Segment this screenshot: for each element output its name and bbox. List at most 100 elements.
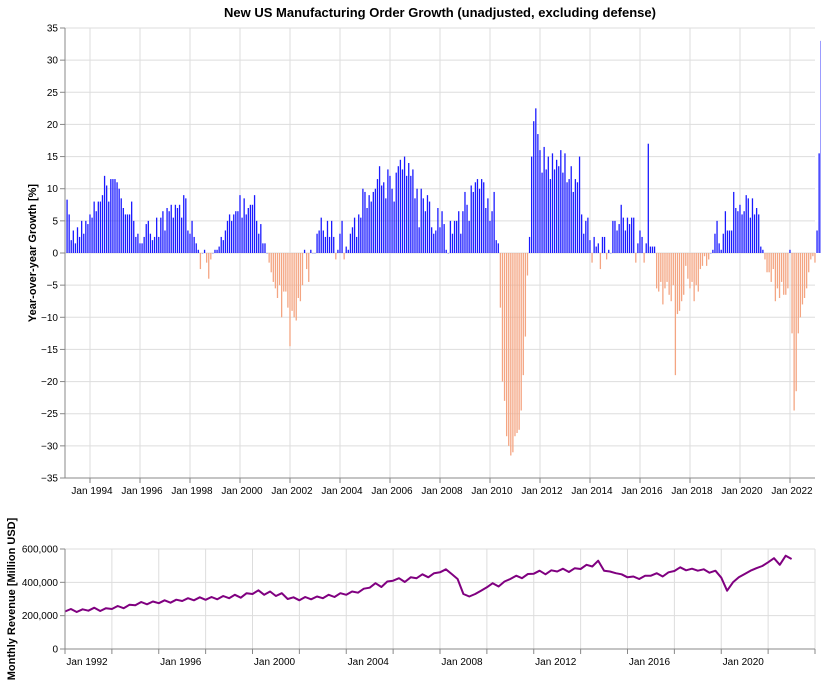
growth-bar	[308, 253, 310, 282]
growth-bar	[655, 253, 658, 289]
growth-bar	[658, 253, 660, 292]
growth-bar	[66, 199, 68, 253]
growth-bar	[512, 253, 514, 453]
growth-bar	[643, 253, 645, 263]
growth-bar	[555, 159, 558, 253]
growth-bar	[739, 204, 741, 253]
growth-bar	[741, 214, 743, 253]
growth-bar	[145, 224, 147, 253]
growth-bar	[533, 121, 535, 254]
growth-bar	[697, 253, 699, 292]
growth-bar	[328, 236, 331, 253]
growth-bar	[426, 195, 429, 253]
growth-bar	[310, 249, 312, 253]
growth-bar	[228, 214, 231, 253]
growth-bar	[385, 198, 387, 253]
growth-bar	[185, 198, 187, 253]
growth-bar	[383, 182, 385, 253]
growth-bar	[464, 191, 466, 253]
growth-bar	[818, 153, 820, 253]
growth-bar	[470, 185, 472, 253]
growth-bar	[747, 198, 749, 253]
growth-bar	[362, 188, 364, 253]
growth-bar	[433, 233, 435, 253]
growth-bar	[637, 243, 639, 253]
growth-bar	[164, 230, 166, 253]
growth-bar	[547, 156, 549, 253]
growth-bar	[139, 243, 141, 253]
growth-bar	[608, 249, 610, 253]
growth-bar	[158, 236, 160, 253]
growth-bar	[289, 253, 291, 347]
growth-bar	[147, 220, 149, 253]
revenue-x-tick-label: Jan 2020	[723, 657, 765, 668]
growth-bar	[297, 253, 299, 298]
growth-bar	[716, 220, 718, 253]
growth-bar	[387, 169, 389, 253]
growth-bar	[81, 220, 83, 253]
growth-bar	[474, 182, 477, 253]
growth-bar	[193, 236, 195, 253]
growth-bar	[497, 243, 499, 253]
growth-bar	[683, 253, 685, 295]
growth-bar	[216, 249, 218, 253]
growth-bar	[745, 195, 747, 253]
growth-bar	[466, 204, 468, 253]
growth-bar	[564, 153, 566, 253]
growth-bar	[195, 243, 197, 253]
growth-bar	[128, 214, 131, 253]
growth-bar	[620, 204, 622, 253]
growth-bar	[597, 243, 599, 253]
growth-bar	[712, 249, 714, 253]
growth-bar	[316, 233, 318, 253]
growth-bar	[214, 249, 216, 253]
growth-bar	[191, 220, 193, 253]
growth-bar	[722, 233, 724, 253]
growth-bar	[691, 253, 693, 282]
growth-bar	[122, 208, 124, 253]
growth-bar	[814, 253, 816, 263]
growth-bar	[439, 227, 441, 253]
growth-bar	[247, 208, 249, 253]
growth-y-tick-label: −5	[47, 281, 59, 292]
growth-bar	[614, 220, 616, 253]
growth-bar	[735, 208, 737, 253]
growth-bar	[605, 253, 608, 260]
growth-y-tick-label: 25	[47, 88, 59, 99]
growth-bar-chart: New US Manufacturing Order Growth (unadj…	[27, 5, 821, 497]
growth-bar	[428, 201, 431, 253]
growth-bar	[693, 253, 695, 302]
growth-bar	[518, 253, 520, 430]
growth-bar	[501, 253, 504, 382]
growth-bar	[264, 243, 266, 253]
growth-bar	[510, 253, 512, 456]
growth-bar	[143, 236, 145, 253]
growth-bar	[293, 253, 295, 318]
growth-bar	[453, 220, 456, 253]
growth-bar	[799, 253, 802, 318]
growth-bar	[728, 230, 731, 253]
growth-bar	[416, 188, 418, 253]
growth-bar	[553, 169, 556, 253]
growth-bar	[116, 182, 118, 253]
growth-bar	[695, 253, 697, 286]
revenue-y-tick-label: 400,000	[22, 578, 59, 589]
growth-bar	[489, 220, 491, 253]
growth-bar	[462, 211, 464, 253]
growth-y-tick-label: −30	[41, 441, 58, 452]
growth-bar	[210, 253, 212, 260]
growth-chart-title: New US Manufacturing Order Growth (unadj…	[224, 5, 656, 20]
growth-bar	[133, 220, 135, 253]
growth-y-tick-label: 35	[47, 24, 59, 35]
growth-bar	[664, 253, 666, 289]
growth-bar	[645, 243, 647, 253]
growth-bar	[358, 214, 360, 253]
growth-bar	[810, 253, 812, 260]
growth-bar	[772, 253, 774, 270]
growth-bar	[170, 204, 172, 253]
revenue-y-axis-title: Monthly Revenue [Million USD]	[6, 517, 18, 680]
growth-bar	[276, 253, 279, 298]
growth-bar	[160, 217, 162, 253]
growth-y-tick-label: 30	[47, 56, 59, 67]
